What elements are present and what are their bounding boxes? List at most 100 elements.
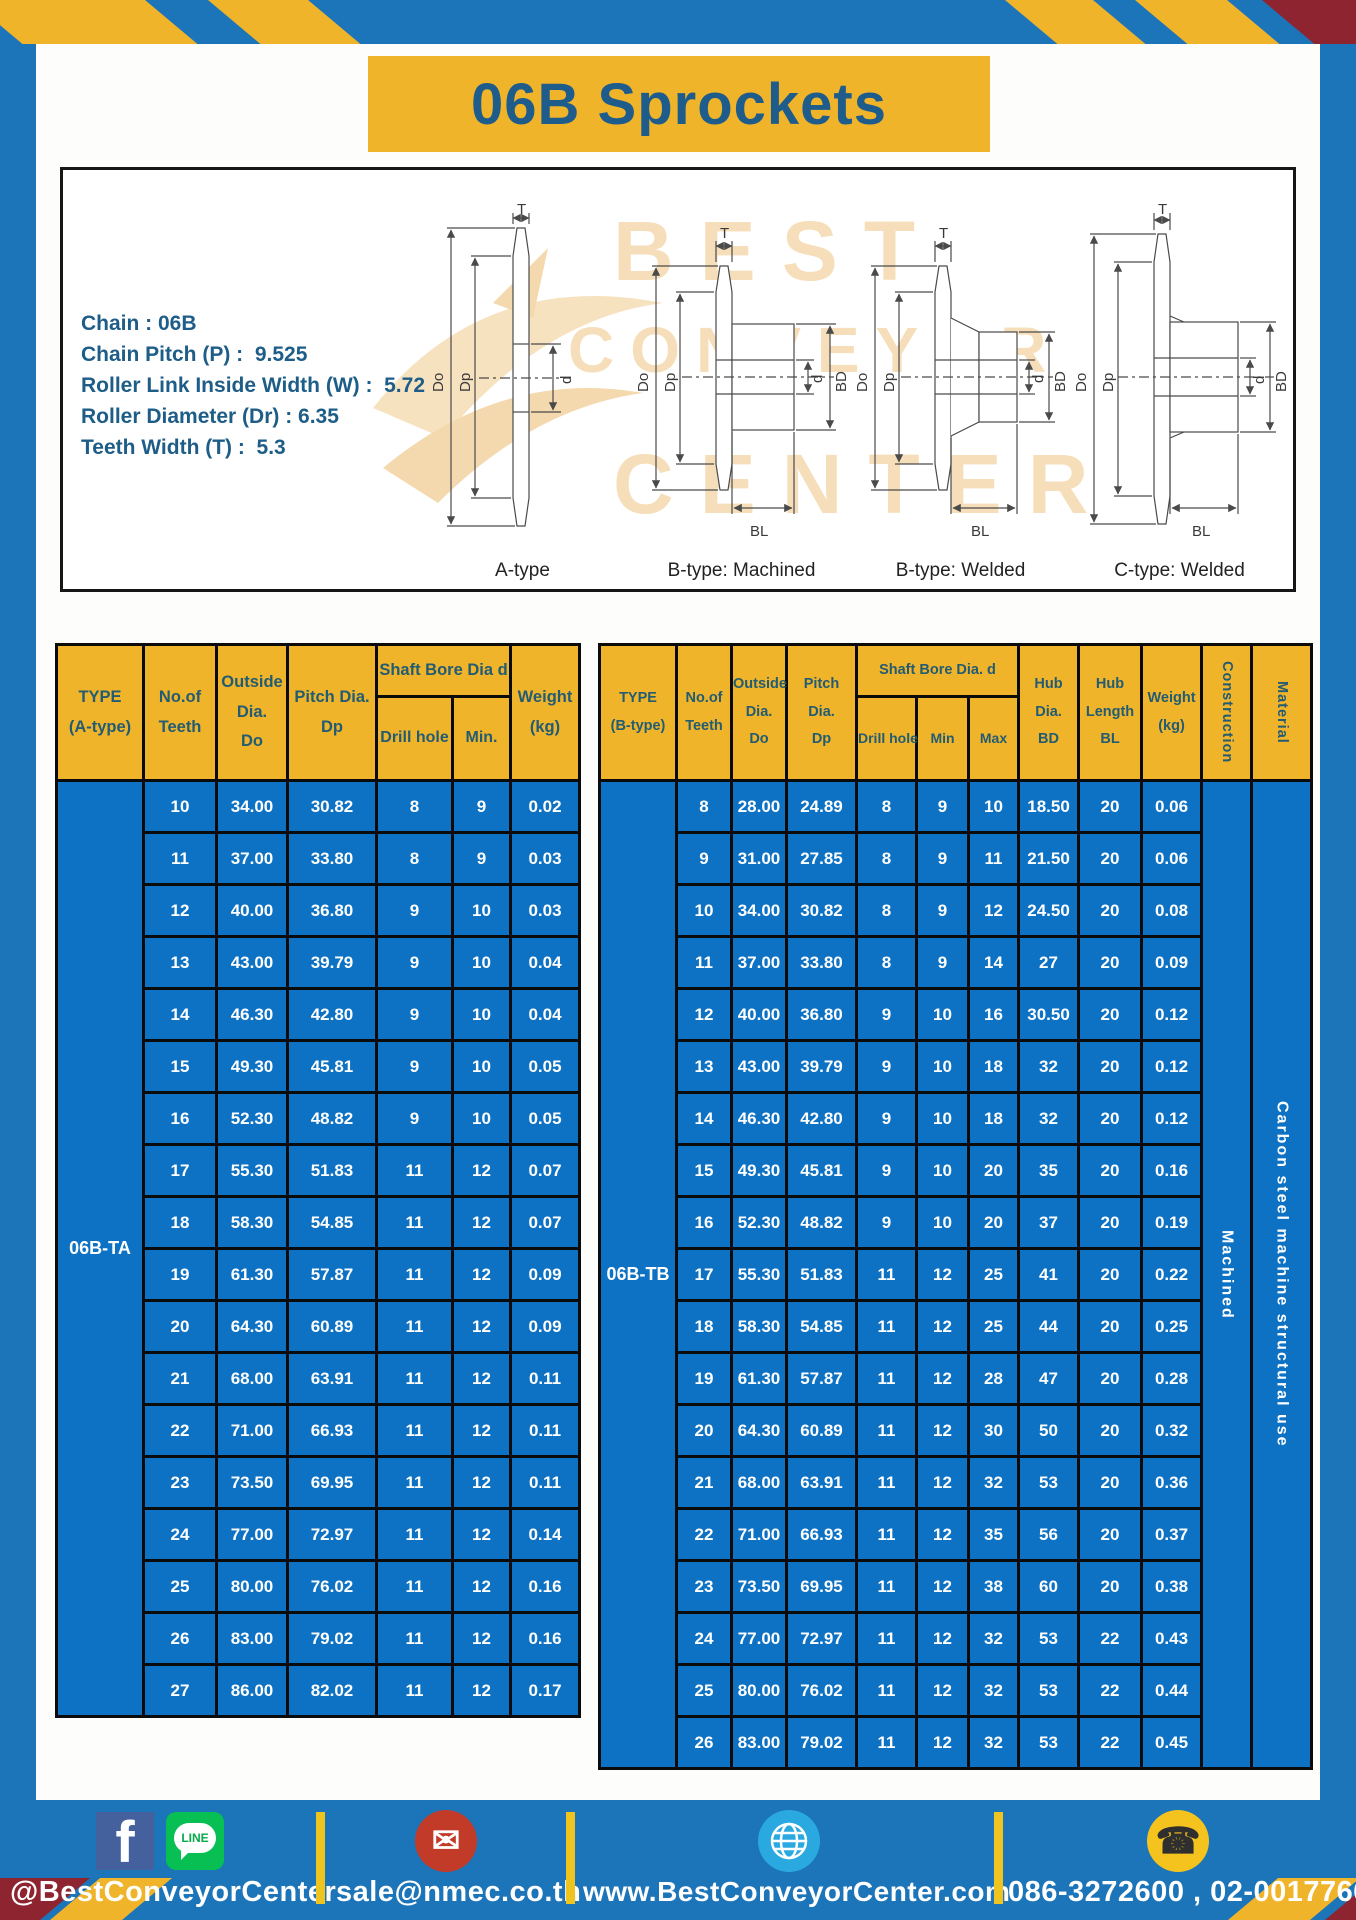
table-row: 24 77.00 72.97 11 12 0.14 [57, 1507, 582, 1562]
col-header-construction: Construction [1200, 643, 1254, 782]
table-cell: 71.00 [215, 1403, 289, 1458]
table-cell: 77.00 [730, 1611, 788, 1666]
table-cell: 20 [142, 1299, 218, 1354]
col-header-min: Min. [450, 695, 513, 782]
table-row: 16 52.30 48.82 9 10 0.05 [57, 1091, 582, 1146]
table-cell: 23 [675, 1559, 733, 1614]
table-cell: 28 [966, 1351, 1021, 1406]
table-cell: 69.95 [286, 1455, 378, 1510]
table-cell: 47 [1017, 1351, 1081, 1406]
table-cell: 43.00 [730, 1039, 788, 1094]
table-cell: 20 [1077, 1559, 1144, 1614]
table-cell: 38 [966, 1559, 1021, 1614]
col-header-material: Material [1250, 643, 1314, 782]
table-cell: 72.97 [785, 1611, 858, 1666]
table-cell: 10 [450, 935, 513, 990]
table-cell: 10 [450, 1039, 513, 1094]
mail-icon: ✉ [415, 1810, 477, 1872]
table-cell: 66.93 [785, 1507, 858, 1562]
table-cell: 56 [1017, 1507, 1081, 1562]
table-cell: 19 [142, 1247, 218, 1302]
table-cell: 12 [966, 883, 1021, 938]
table-cell: 9 [450, 831, 513, 886]
table-cell: 13 [675, 1039, 733, 1094]
table-row: 23 73.50 69.95 11 12 38 60 20 0.38 [600, 1559, 1312, 1614]
table-cell: 69.95 [785, 1559, 858, 1614]
table-row: 19 61.30 57.87 11 12 0.09 [57, 1247, 582, 1302]
footer-divider [994, 1812, 1003, 1904]
table-cell: 0.12 [1140, 987, 1204, 1042]
table-cell: 12 [675, 987, 733, 1042]
table-cell: 20 [1077, 1039, 1144, 1094]
table-cell: 0.03 [509, 883, 582, 938]
table-cell: 14 [675, 1091, 733, 1146]
table-cell: 12 [915, 1351, 970, 1406]
table-cell: 30 [966, 1403, 1021, 1458]
table-cell: 0.32 [1140, 1403, 1204, 1458]
table-cell: 11 [855, 1559, 918, 1614]
dim-label-bd: BD [833, 371, 849, 392]
decorative-stripe [1005, 0, 1146, 44]
table-cell: 57.87 [286, 1247, 378, 1302]
table-cell: 37.00 [215, 831, 289, 886]
table-cell: 12 [450, 1455, 513, 1510]
table-cell: 12 [450, 1247, 513, 1302]
table-cell: 49.30 [215, 1039, 289, 1094]
table-row: 06B-TA 10 34.00 30.82 8 9 0.02 [55, 779, 582, 1718]
table-row: 13 43.00 39.79 9 10 0.04 [57, 935, 582, 990]
table-cell: 12 [915, 1455, 970, 1510]
table-row: 15 49.30 45.81 9 10 20 35 20 0.16 [600, 1143, 1312, 1198]
table-cell: 9 [855, 1195, 918, 1250]
table-cell: 18 [966, 1091, 1021, 1146]
table-cell: 55.30 [215, 1143, 289, 1198]
sprocket-table-a-type: TYPE (A-type) No.of Teeth Outside Dia. D… [55, 643, 582, 1718]
table-cell: 0.09 [1140, 935, 1204, 990]
table-row: 27 86.00 82.02 11 12 0.17 [57, 1663, 582, 1718]
table-cell: 64.30 [215, 1299, 289, 1354]
table-cell: 58.30 [215, 1195, 289, 1250]
diagram-a-type: T Do Dp d A-type [413, 182, 632, 584]
table-cell: 32 [966, 1455, 1021, 1510]
table-cell: 9 [915, 935, 970, 990]
table-cell: 11 [142, 831, 218, 886]
col-header-hub-length: Hub Length BL [1077, 643, 1144, 782]
table-cell: 0.16 [509, 1611, 582, 1666]
table-cell: 11 [375, 1507, 454, 1562]
table-cell: 39.79 [286, 935, 378, 990]
table-cell: 11 [375, 1143, 454, 1198]
table-cell: 20 [1077, 883, 1144, 938]
table-cell: 12 [915, 1507, 970, 1562]
table-cell: 8 [855, 935, 918, 990]
table-cell: 11 [375, 1351, 454, 1406]
table-cell: 12 [915, 1611, 970, 1666]
table-cell: 0.02 [509, 779, 582, 834]
table-cell: 9 [375, 883, 454, 938]
table-cell: 12 [142, 883, 218, 938]
dim-label-do: Do [430, 373, 447, 392]
table-row: 06B-TB 8 28.00 24.89 8 9 10 18.50 20 0.06 Machined… [598, 779, 1314, 1770]
table-cell: 68.00 [215, 1351, 289, 1406]
sprocket-table-b-type: TYPE (B-type) No.of Teeth Outside Dia. D… [598, 643, 1314, 1770]
table-cell: 51.83 [286, 1143, 378, 1198]
table-cell: 44 [1017, 1299, 1081, 1354]
table-cell: 83.00 [215, 1611, 289, 1666]
table-cell: 11 [855, 1507, 918, 1562]
table-cell: 48.82 [286, 1091, 378, 1146]
table-cell: 18 [966, 1039, 1021, 1094]
table-cell: 12 [450, 1195, 513, 1250]
table-cell: 31.00 [730, 831, 788, 886]
diagram-caption: A-type [495, 560, 550, 581]
table-cell: 30.82 [286, 779, 378, 834]
table-cell: 15 [675, 1143, 733, 1198]
phone-icon: ☎ [1147, 1810, 1209, 1872]
table-cell: 57.87 [785, 1351, 858, 1406]
table-cell: 10 [450, 1091, 513, 1146]
table-row: 20 64.30 60.89 11 12 0.09 [57, 1299, 582, 1354]
table-row: 19 61.30 57.87 11 12 28 47 20 0.28 [600, 1351, 1312, 1406]
table-cell: 9 [375, 1091, 454, 1146]
table-cell: 53 [1017, 1663, 1081, 1718]
table-cell: 22 [675, 1507, 733, 1562]
table-cell: 34.00 [215, 779, 289, 834]
table-cell: 0.09 [509, 1299, 582, 1354]
